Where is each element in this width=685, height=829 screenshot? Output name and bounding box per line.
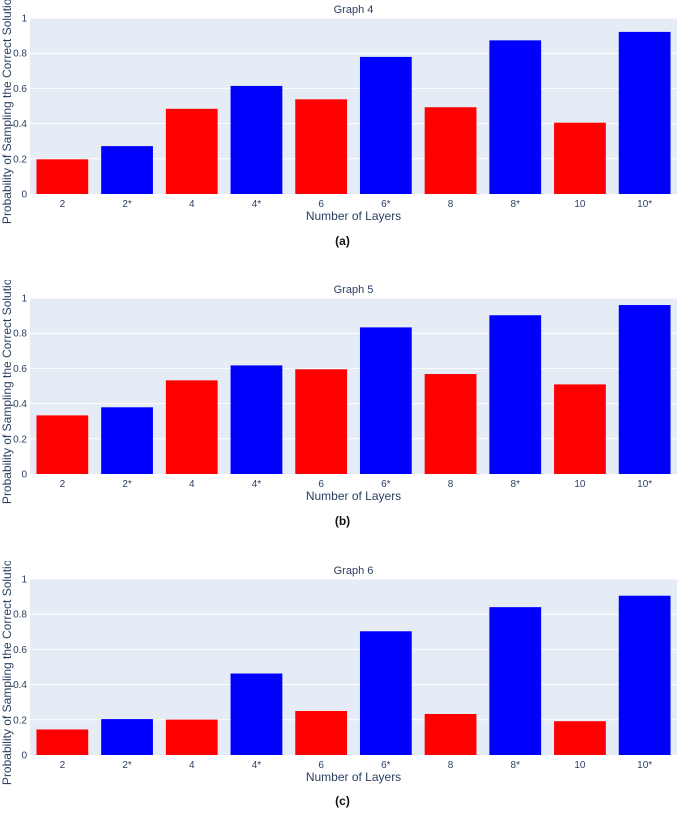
y-tick-label: 0.2 <box>13 154 27 165</box>
y-tick-label: 0 <box>21 751 27 762</box>
bar-6-star <box>359 56 412 195</box>
y-tick-label: 0.8 <box>13 49 27 60</box>
bar-2 <box>36 159 89 194</box>
caption-a: (a) <box>335 234 350 248</box>
bar-8-star <box>489 40 542 194</box>
bar-4 <box>165 108 218 194</box>
x-tick-label: 8* <box>511 760 521 771</box>
chart-title: Graph 5 <box>334 284 374 296</box>
y-tick-label: 0.6 <box>13 84 27 95</box>
caption-c: (c) <box>335 794 350 808</box>
bar-10-star <box>618 31 671 195</box>
y-tick-label: 0.4 <box>13 119 27 130</box>
x-tick-label: 2* <box>122 760 132 771</box>
x-tick-label: 6* <box>381 199 391 210</box>
y-tick-label: 1 <box>21 575 27 586</box>
x-tick-label: 2 <box>60 199 66 210</box>
bar-10-star <box>618 305 671 474</box>
x-tick-label: 2 <box>60 760 66 771</box>
x-tick-label: 6 <box>318 199 324 210</box>
x-axis-label: Number of Layers <box>306 770 401 784</box>
bar-10 <box>554 122 606 194</box>
bar-8-star <box>489 315 542 474</box>
y-tick-label: 0.8 <box>13 329 27 340</box>
bar-6-star <box>359 631 412 755</box>
bar-2-star <box>101 146 153 194</box>
x-tick-label: 4* <box>252 479 262 490</box>
bar-chart-graph-5: 0 0.2 0.4 0.6 0.8 1 2 2* 4 4* 6 6* 8 8* 10 10* Graph 5 Nu… <box>0 280 677 504</box>
y-tick-label: 1 <box>21 294 27 305</box>
y-tick-label: 0.6 <box>13 364 27 375</box>
y-tick-label: 0.4 <box>13 399 27 410</box>
x-tick-label: 2 <box>60 479 66 490</box>
bar-6-star <box>359 327 412 474</box>
bar-4-star <box>230 85 283 194</box>
chart-panel-c: 0 0.2 0.4 0.6 0.8 1 2 2* 4 4* 6 6* 8 8* 10 10* Graph 6 Nu… <box>0 561 685 829</box>
x-tick-label: 8 <box>448 199 454 210</box>
bar-chart-graph-6: 0 0.2 0.4 0.6 0.8 1 2 2* 4 4* 6 6* 8 8* 10 10* Graph 6 Nu… <box>0 561 677 785</box>
chart-title: Graph 6 <box>334 565 374 577</box>
x-tick-label: 4 <box>189 760 195 771</box>
x-tick-label: 6 <box>318 760 324 771</box>
x-tick-label: 10 <box>574 199 586 210</box>
bar-8 <box>424 374 477 474</box>
y-tick-label: 1 <box>21 14 27 25</box>
x-tick-label: 10 <box>574 479 586 490</box>
x-tick-label: 4* <box>252 760 262 771</box>
bar-4-star <box>230 365 283 474</box>
bar-4 <box>165 719 218 755</box>
x-tick-label: 10 <box>574 760 586 771</box>
caption-b: (b) <box>334 514 351 528</box>
x-tick-label: 8* <box>511 479 521 490</box>
y-tick-label: 0.8 <box>13 610 27 621</box>
x-tick-label: 6* <box>381 479 391 490</box>
x-tick-label: 4 <box>189 199 195 210</box>
x-tick-label: 10* <box>637 479 652 490</box>
y-tick-label: 0 <box>21 470 27 481</box>
chart-panel-b: 0 0.2 0.4 0.6 0.8 1 2 2* 4 4* 6 6* 8 8* 10 10* Graph 5 Nu… <box>0 280 685 548</box>
bar-10 <box>554 721 606 755</box>
bar-2-star <box>101 407 153 474</box>
x-tick-label: 2* <box>122 479 132 490</box>
bar-2 <box>36 729 89 755</box>
bar-2 <box>36 415 89 474</box>
bar-4-star <box>230 673 283 755</box>
bar-10-star <box>618 595 671 755</box>
x-tick-label: 8 <box>448 760 454 771</box>
y-axis-label: Probability of Sampling the Correct Solu… <box>0 0 14 224</box>
bar-6 <box>295 369 348 474</box>
y-tick-label: 0.2 <box>13 434 27 445</box>
x-tick-label: 4 <box>189 479 195 490</box>
bar-8 <box>424 713 477 755</box>
x-tick-label: 8 <box>448 479 454 490</box>
x-tick-label: 6* <box>381 760 391 771</box>
x-tick-label: 8* <box>511 199 521 210</box>
y-axis-label: Probability of Sampling the Correct Solu… <box>0 280 14 504</box>
bar-chart-graph-4: 0 0.2 0.4 0.6 0.8 1 2 2* 4 4* 6 6* 8 8* 10 10* Graph 4 Nu… <box>0 0 677 224</box>
y-tick-label: 0.4 <box>13 680 27 691</box>
bar-2-star <box>101 719 153 755</box>
bar-10 <box>554 384 606 474</box>
bar-6 <box>295 711 348 755</box>
y-tick-label: 0.2 <box>13 715 27 726</box>
y-axis-label: Probability of Sampling the Correct Solu… <box>0 561 14 785</box>
y-tick-label: 0 <box>21 190 27 201</box>
bar-6 <box>295 99 348 194</box>
bar-8 <box>424 107 477 194</box>
chart-title: Graph 4 <box>334 4 374 16</box>
bar-8-star <box>489 607 542 755</box>
chart-panel-a: 0 0.2 0.4 0.6 0.8 1 2 2* 4 4* 6 6* 8 8* 10 10* Graph 4 Nu… <box>0 0 685 268</box>
x-axis-label: Number of Layers <box>306 209 401 223</box>
x-axis-label: Number of Layers <box>306 489 401 503</box>
y-tick-label: 0.6 <box>13 645 27 656</box>
x-tick-label: 10* <box>637 760 652 771</box>
x-tick-label: 2* <box>122 199 132 210</box>
x-tick-label: 10* <box>637 199 652 210</box>
x-tick-label: 4* <box>252 199 262 210</box>
bar-4 <box>165 380 218 474</box>
x-tick-label: 6 <box>318 479 324 490</box>
